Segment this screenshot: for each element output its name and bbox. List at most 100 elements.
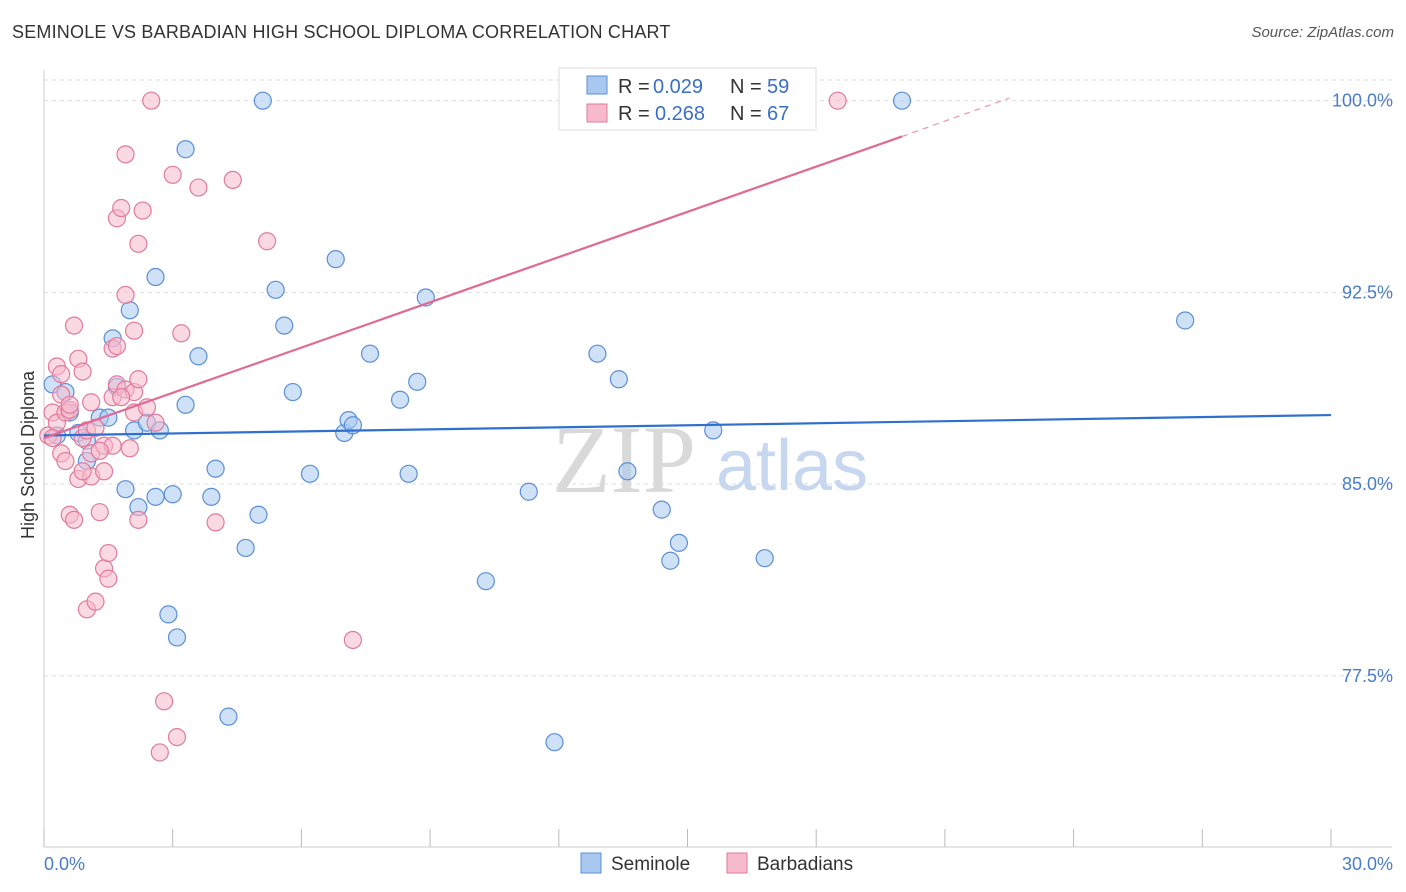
source-label: Source: ZipAtlas.com bbox=[1251, 24, 1394, 41]
x-tick-label-max: 30.0% bbox=[1342, 854, 1393, 874]
barbadians-point bbox=[64, 316, 84, 335]
barbadians-point bbox=[133, 201, 152, 220]
barbadians-point bbox=[124, 321, 144, 340]
barbadians-point bbox=[163, 165, 182, 184]
axis-layer: 0.0% 30.0% bbox=[43, 70, 1393, 874]
seminole-point bbox=[1176, 311, 1195, 330]
legend-r-value-barbadians: 0.268 bbox=[655, 103, 705, 125]
barbadians-point bbox=[90, 441, 109, 460]
seminole-point bbox=[202, 487, 221, 506]
y-tick-label: 100.0% bbox=[1332, 91, 1393, 111]
y-axis-title: High School Diploma bbox=[18, 370, 38, 539]
legend-r-label-seminole: R = bbox=[618, 76, 650, 98]
barbadians-point bbox=[343, 630, 362, 650]
barbadians-point bbox=[116, 285, 135, 305]
barbadians-trend-line bbox=[43, 135, 903, 440]
x-tick-label-min: 0.0% bbox=[44, 854, 85, 874]
barbadians-point bbox=[116, 145, 135, 164]
barbadians-point bbox=[146, 413, 165, 432]
legend-swatch-seminole bbox=[586, 75, 608, 95]
legend-r-value-seminole: 0.029 bbox=[653, 76, 703, 98]
barbadians-point bbox=[64, 510, 84, 529]
seminole-point bbox=[163, 485, 182, 504]
points-layer bbox=[39, 91, 1195, 762]
barbadians-point bbox=[52, 365, 71, 384]
seminole-point bbox=[283, 382, 302, 402]
seminole-point bbox=[253, 91, 272, 110]
barbadians-point bbox=[73, 362, 92, 381]
barbadians-point bbox=[112, 198, 131, 218]
seminole-point bbox=[652, 500, 671, 519]
seminole-point bbox=[116, 480, 135, 499]
legend-swatch-barbadians bbox=[586, 103, 608, 123]
seminole-point bbox=[390, 390, 410, 409]
seminole-point bbox=[167, 628, 187, 647]
seminole-point bbox=[704, 421, 723, 440]
trend-layer bbox=[43, 97, 1332, 440]
barbadians-point bbox=[206, 513, 225, 532]
bottom-legend-swatch-seminole bbox=[580, 852, 602, 874]
barbadians-point bbox=[129, 370, 148, 389]
barbadians-point bbox=[56, 451, 75, 471]
barbadians-point bbox=[828, 91, 847, 110]
seminole-trend-line bbox=[43, 413, 1332, 437]
barbadians-point bbox=[142, 91, 161, 110]
seminole-point bbox=[892, 91, 912, 110]
barbadians-point bbox=[189, 178, 208, 197]
legend-n-label-barbadians: N = bbox=[730, 103, 762, 125]
y-tick-label: 85.0% bbox=[1342, 474, 1393, 494]
barbadians-point bbox=[73, 462, 92, 481]
seminole-point bbox=[326, 250, 345, 269]
barbadians-trend-extension bbox=[901, 97, 1010, 138]
barbadians-point bbox=[223, 170, 242, 190]
seminole-point bbox=[176, 395, 195, 414]
seminole-point bbox=[189, 347, 208, 366]
seminole-point bbox=[669, 533, 689, 552]
seminole-point bbox=[545, 733, 564, 752]
barbadians-point bbox=[60, 395, 79, 414]
chart-title: SEMINOLE VS BARBADIAN HIGH SCHOOL DIPLOM… bbox=[12, 22, 671, 42]
seminole-point bbox=[146, 267, 165, 287]
barbadians-point bbox=[129, 510, 148, 529]
legend-r-label-barbadians: R = bbox=[618, 103, 650, 125]
seminole-point bbox=[176, 140, 195, 159]
bottom-legend-label-barbadians: Barbadians bbox=[757, 854, 853, 875]
barbadians-point bbox=[257, 232, 277, 251]
seminole-point bbox=[120, 301, 139, 320]
barbadians-point bbox=[155, 692, 174, 711]
seminole-point bbox=[159, 605, 178, 624]
y-tick-label: 92.5% bbox=[1342, 282, 1393, 302]
seminole-point bbox=[266, 280, 285, 299]
legend-n-value-seminole: 59 bbox=[767, 76, 789, 98]
seminole-point bbox=[408, 372, 427, 391]
watermark: ZIP atlas bbox=[552, 406, 868, 513]
legend-n-label-seminole: N = bbox=[730, 76, 762, 98]
bottom-legend-label-seminole: Seminole bbox=[611, 854, 690, 875]
seminole-point bbox=[249, 505, 268, 524]
seminole-point bbox=[206, 459, 225, 478]
seminole-point bbox=[755, 549, 774, 568]
barbadians-point bbox=[172, 324, 191, 343]
legend-n-value-barbadians: 67 bbox=[767, 103, 789, 125]
seminole-point bbox=[519, 482, 538, 501]
y-tick-label: 77.5% bbox=[1342, 666, 1393, 686]
barbadians-point bbox=[120, 439, 139, 458]
barbadians-point bbox=[99, 569, 118, 588]
barbadians-point bbox=[94, 462, 114, 481]
seminole-point bbox=[618, 462, 637, 481]
seminole-point bbox=[275, 316, 294, 335]
seminole-point bbox=[236, 538, 255, 558]
seminole-point bbox=[609, 370, 628, 389]
barbadians-point bbox=[129, 234, 148, 253]
seminole-point bbox=[219, 707, 238, 726]
seminole-point bbox=[476, 572, 495, 591]
barbadians-point bbox=[90, 503, 109, 522]
legend-box: R = 0.029 N = 59 R = 0.268 N = 67 bbox=[558, 67, 817, 131]
barbadians-point bbox=[112, 388, 131, 407]
watermark-zip: ZIP bbox=[552, 406, 696, 513]
barbadians-point bbox=[150, 743, 169, 762]
seminole-point bbox=[300, 464, 320, 483]
bottom-legend-swatch-barbadians bbox=[726, 852, 748, 874]
barbadians-point bbox=[86, 592, 105, 611]
